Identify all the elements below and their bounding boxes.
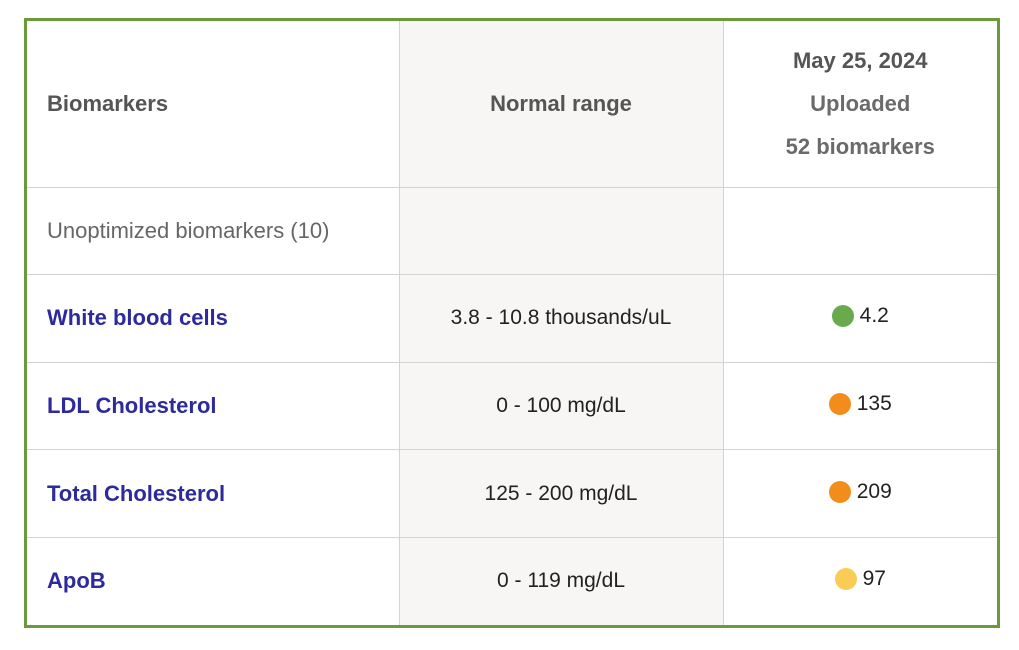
biomarker-table-frame: Biomarkers Normal range May 25, 2024 Upl…: [24, 18, 1000, 628]
header-date-column: May 25, 2024 Uploaded 52 biomarkers: [722, 21, 997, 188]
biomarker-name-cell: White blood cells: [27, 274, 400, 363]
header-upload-status: Uploaded: [810, 91, 911, 117]
normal-range-value: 3.8 - 10.8 thousands/uL: [450, 306, 672, 330]
normal-range-value: 125 - 200 mg/dL: [484, 481, 638, 505]
table-row: White blood cells 3.8 - 10.8 thousands/u…: [27, 274, 997, 363]
header-biomarkers: Biomarkers: [27, 21, 400, 188]
status-dot-icon: [834, 568, 857, 591]
section-row: Unoptimized biomarkers (10): [27, 186, 997, 276]
biomarker-link-total-cholesterol[interactable]: Total Cholesterol: [47, 480, 226, 506]
status-dot-icon: [828, 393, 851, 416]
header-date: May 25, 2024: [792, 48, 928, 74]
normal-range-cell: 3.8 - 10.8 thousands/uL: [398, 274, 724, 363]
result-cell: 97: [722, 536, 997, 625]
result-value: 135: [856, 392, 892, 416]
result-cell: 209: [722, 449, 997, 538]
normal-range-cell: 125 - 200 mg/dL: [398, 449, 724, 538]
section-value-cell: [722, 186, 997, 276]
result-value: 209: [856, 479, 892, 503]
table-header-row: Biomarkers Normal range May 25, 2024 Upl…: [27, 21, 997, 188]
biomarker-table: Biomarkers Normal range May 25, 2024 Upl…: [27, 21, 997, 625]
result-value: 4.2: [859, 304, 889, 328]
result-value: 97: [862, 567, 886, 591]
result-cell: 135: [722, 361, 997, 451]
header-biomarker-count: 52 biomarkers: [785, 134, 935, 160]
header-normal-range: Normal range: [398, 21, 724, 188]
normal-range-cell: 0 - 100 mg/dL: [398, 361, 724, 451]
table-row: ApoB 0 - 119 mg/dL 97: [27, 536, 997, 625]
biomarker-name-cell: Total Cholesterol: [27, 449, 400, 538]
table-row: Total Cholesterol 125 - 200 mg/dL 209: [27, 449, 997, 538]
normal-range-value: 0 - 119 mg/dL: [496, 569, 626, 593]
header-normal-range-label: Normal range: [490, 90, 632, 116]
biomarker-link-white-blood-cells[interactable]: White blood cells: [47, 305, 228, 331]
biomarker-link-ldl-cholesterol[interactable]: LDL Cholesterol: [47, 393, 217, 419]
section-range-cell: [398, 186, 724, 276]
result-cell: 4.2: [722, 274, 997, 363]
status-dot-icon: [831, 305, 854, 328]
biomarker-name-cell: ApoB: [27, 536, 400, 625]
section-label: Unoptimized biomarkers (10): [47, 217, 330, 243]
header-biomarkers-label: Biomarkers: [47, 90, 169, 116]
section-label-cell: Unoptimized biomarkers (10): [27, 186, 400, 276]
normal-range-cell: 0 - 119 mg/dL: [398, 536, 724, 625]
table-row: LDL Cholesterol 0 - 100 mg/dL 135: [27, 361, 997, 451]
normal-range-value: 0 - 100 mg/dL: [496, 394, 626, 418]
status-dot-icon: [828, 480, 851, 503]
biomarker-link-apob[interactable]: ApoB: [47, 568, 106, 594]
biomarker-name-cell: LDL Cholesterol: [27, 361, 400, 451]
